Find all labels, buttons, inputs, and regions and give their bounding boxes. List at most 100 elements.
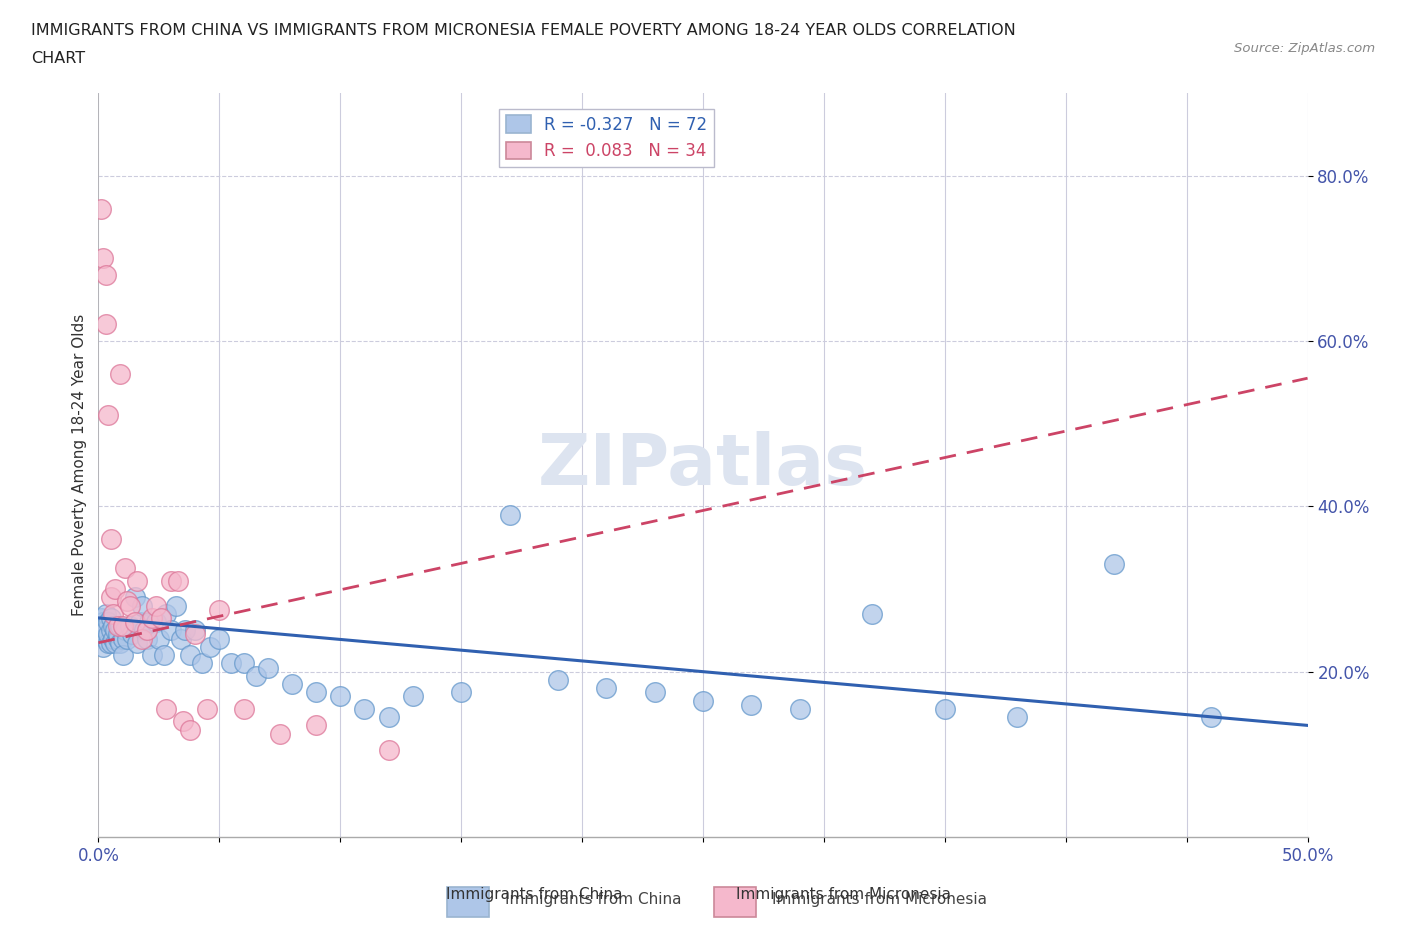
- Point: [167, 573, 190, 588]
- Point: [128, 615, 150, 630]
- Point: [1199, 710, 1222, 724]
- Point: [124, 615, 146, 630]
- Point: [450, 684, 472, 699]
- Point: [91, 640, 114, 655]
- Point: [108, 618, 131, 633]
- Point: [117, 594, 139, 609]
- Point: [107, 631, 129, 646]
- Point: [134, 623, 156, 638]
- Point: [135, 623, 157, 638]
- Text: Source: ZipAtlas.com: Source: ZipAtlas.com: [1234, 42, 1375, 55]
- Text: IMMIGRANTS FROM CHINA VS IMMIGRANTS FROM MICRONESIA FEMALE POVERTY AMONG 18-24 Y: IMMIGRANTS FROM CHINA VS IMMIGRANTS FROM…: [31, 23, 1015, 38]
- Point: [90, 610, 112, 625]
- Point: [256, 660, 278, 675]
- Point: [111, 618, 134, 633]
- Point: [740, 698, 762, 712]
- Point: [141, 610, 163, 625]
- Point: [155, 701, 177, 716]
- Point: [107, 627, 129, 642]
- Point: [131, 598, 153, 613]
- Point: [114, 561, 136, 576]
- Point: [117, 631, 139, 646]
- Point: [108, 635, 131, 650]
- Point: [104, 623, 127, 638]
- Point: [179, 647, 201, 662]
- Point: [101, 631, 124, 646]
- Point: [121, 627, 143, 642]
- Y-axis label: Female Poverty Among 18-24 Year Olds: Female Poverty Among 18-24 Year Olds: [72, 314, 87, 617]
- Point: [145, 598, 167, 613]
- Point: [111, 647, 134, 662]
- Point: [97, 408, 120, 423]
- Point: [1007, 710, 1029, 724]
- Point: [305, 684, 328, 699]
- Point: [104, 581, 127, 596]
- Point: [191, 656, 214, 671]
- Point: [498, 507, 520, 522]
- Point: [245, 669, 267, 684]
- Point: [141, 647, 163, 662]
- Point: [179, 722, 201, 737]
- Point: [100, 532, 122, 547]
- FancyBboxPatch shape: [447, 887, 489, 917]
- Point: [127, 635, 149, 650]
- Point: [90, 627, 112, 642]
- Point: [789, 701, 811, 716]
- Point: [281, 677, 304, 692]
- Point: [127, 573, 149, 588]
- Point: [91, 251, 114, 266]
- Point: [377, 743, 399, 758]
- Point: [184, 623, 207, 638]
- Point: [101, 606, 124, 621]
- Point: [97, 627, 120, 642]
- Point: [174, 623, 197, 638]
- Point: [145, 615, 167, 630]
- Point: [232, 701, 254, 716]
- Point: [860, 606, 883, 621]
- Point: [148, 631, 170, 646]
- Point: [305, 718, 328, 733]
- Point: [108, 366, 131, 381]
- Point: [221, 656, 243, 671]
- Point: [595, 681, 617, 696]
- Point: [269, 726, 291, 741]
- Point: [118, 598, 141, 613]
- Point: [94, 623, 117, 638]
- Point: [90, 201, 112, 216]
- Point: [195, 701, 218, 716]
- Point: [131, 631, 153, 646]
- Point: [91, 615, 114, 630]
- Point: [547, 672, 569, 687]
- Legend: R = -0.327   N = 72, R =  0.083   N = 34: R = -0.327 N = 72, R = 0.083 N = 34: [499, 109, 714, 166]
- Point: [91, 618, 114, 633]
- Point: [377, 710, 399, 724]
- Point: [198, 640, 221, 655]
- Point: [114, 623, 136, 638]
- Point: [100, 623, 122, 638]
- Point: [644, 684, 666, 699]
- Point: [107, 618, 129, 633]
- Point: [165, 598, 187, 613]
- Point: [934, 701, 956, 716]
- Point: [118, 618, 141, 633]
- Text: Immigrants from Micronesia: Immigrants from Micronesia: [772, 892, 987, 908]
- Point: [208, 603, 231, 618]
- Point: [100, 635, 122, 650]
- Point: [155, 606, 177, 621]
- Point: [104, 635, 127, 650]
- Point: [97, 615, 120, 630]
- Point: [150, 610, 173, 625]
- Point: [160, 623, 183, 638]
- FancyBboxPatch shape: [714, 887, 756, 917]
- Point: [94, 606, 117, 621]
- Point: [184, 627, 207, 642]
- Point: [169, 631, 191, 646]
- Point: [101, 618, 124, 633]
- Point: [692, 693, 714, 708]
- Point: [172, 714, 194, 729]
- Point: [111, 631, 134, 646]
- Point: [353, 701, 375, 716]
- Point: [208, 631, 231, 646]
- Point: [138, 615, 160, 630]
- Text: ZIPatlas: ZIPatlas: [538, 431, 868, 499]
